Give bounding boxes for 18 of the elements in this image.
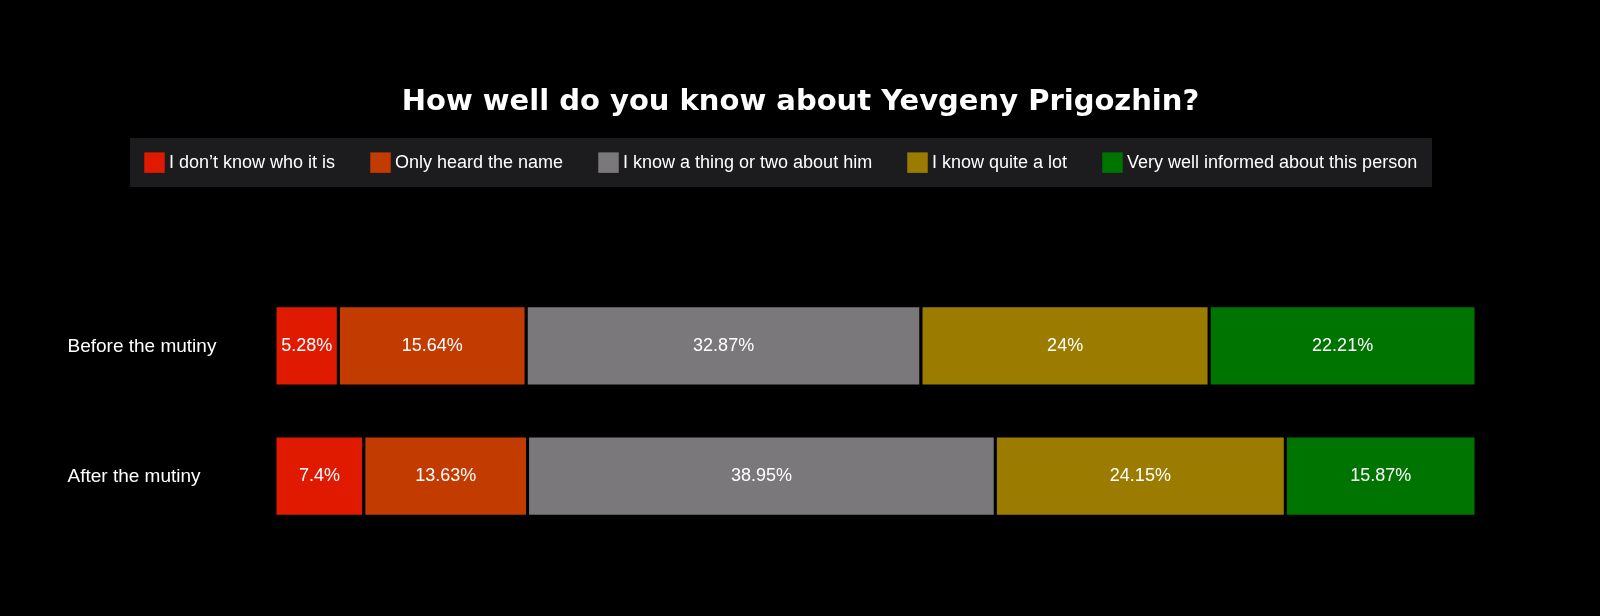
data-label: 13.63%	[415, 465, 477, 486]
legend-label: Only heard the name	[395, 151, 564, 172]
legend-label: I don’t know who it is	[169, 151, 336, 172]
data-label: 7.4%	[298, 465, 340, 486]
data-label: 24.15%	[1109, 465, 1171, 486]
data-label: 15.87%	[1350, 465, 1412, 486]
legend-label: I know quite a lot	[932, 151, 1068, 172]
legend-label: I know a thing or two about him	[623, 151, 873, 172]
data-label: 15.64%	[401, 334, 463, 355]
y-tick-label: After the mutiny	[67, 465, 202, 487]
y-tick-label: Before the mutiny	[67, 334, 217, 356]
data-label: 24%	[1047, 334, 1084, 355]
data-label: 22.21%	[1312, 334, 1374, 355]
legend-label: Very well informed about this person	[1127, 151, 1418, 172]
data-label: 5.28%	[281, 334, 333, 355]
chart-title: How well do you know about Yevgeny Prigozhin?	[401, 83, 1200, 117]
data-label: 32.87%	[693, 334, 755, 355]
data-label: 38.95%	[730, 465, 792, 486]
